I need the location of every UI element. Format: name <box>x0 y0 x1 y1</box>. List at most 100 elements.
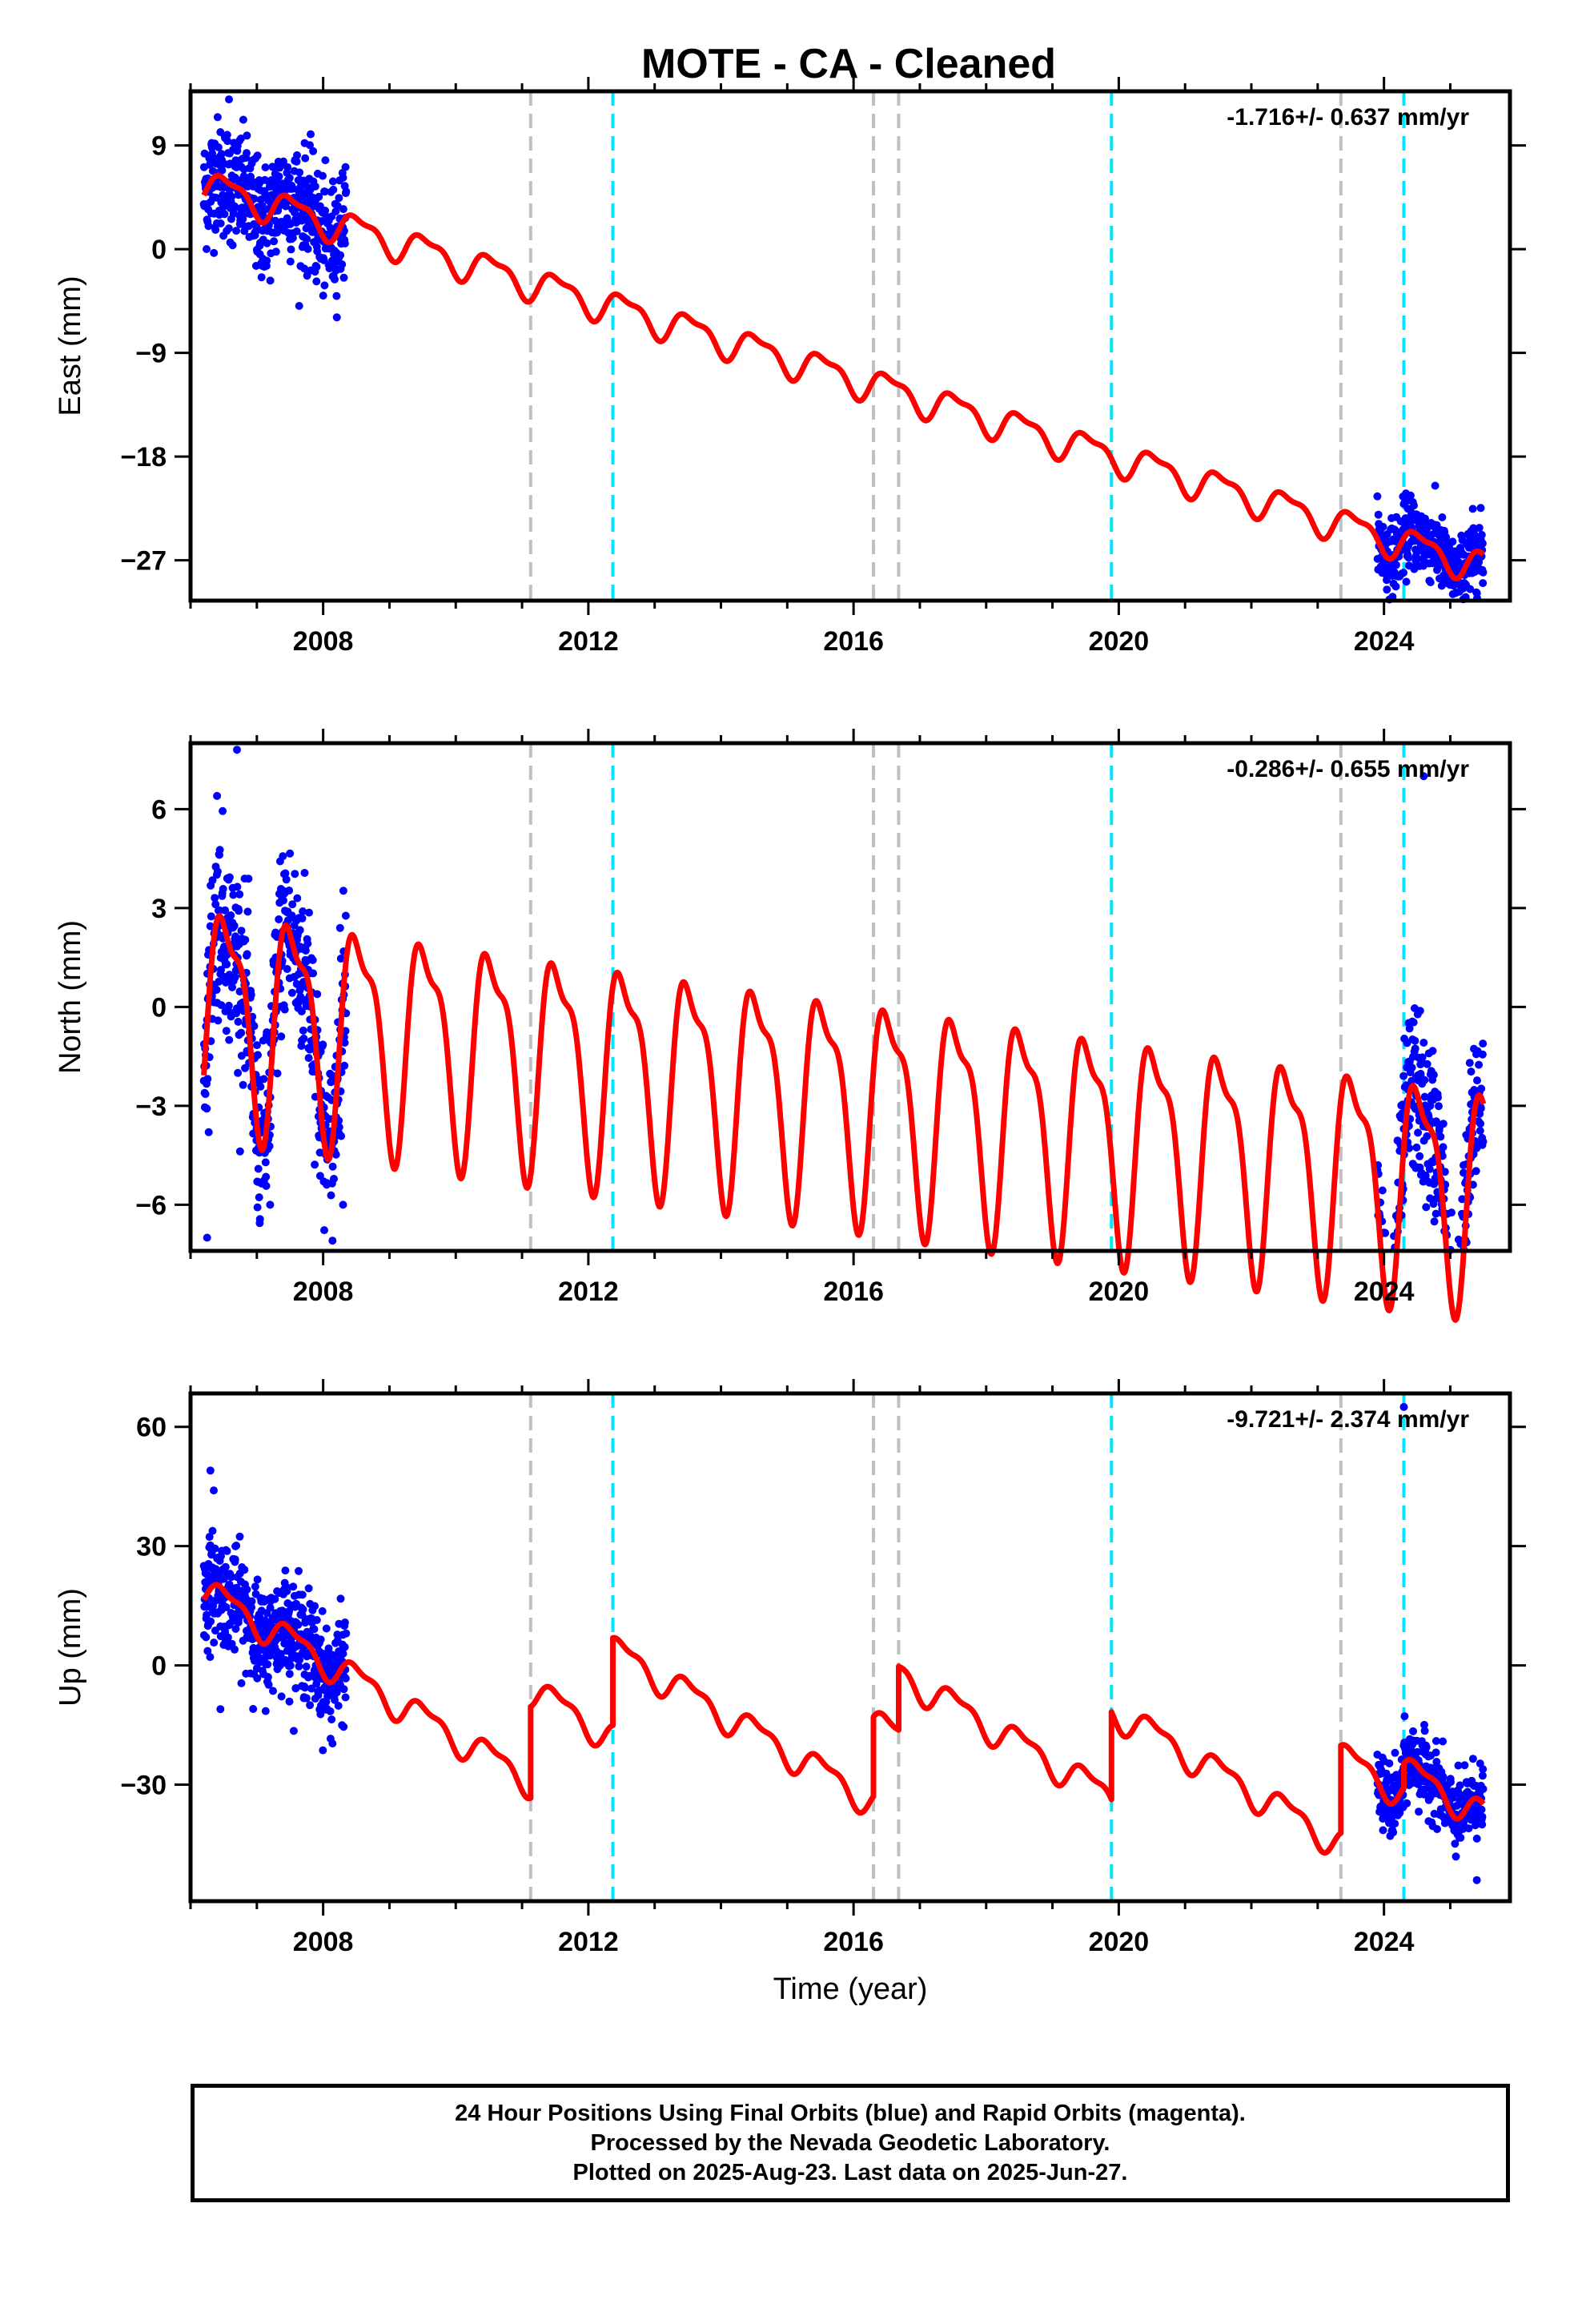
data-point <box>228 983 236 991</box>
data-point <box>205 1533 214 1542</box>
y-tick-label: 60 <box>136 1413 167 1443</box>
data-point <box>281 1566 290 1575</box>
data-point <box>253 151 262 160</box>
data-point <box>295 926 304 935</box>
data-point <box>1429 1071 1438 1080</box>
data-point <box>1460 1761 1469 1770</box>
data-point <box>1407 1063 1416 1072</box>
data-point <box>340 1618 349 1626</box>
data-point <box>1415 1807 1423 1816</box>
data-point <box>301 947 310 955</box>
data-point <box>315 192 323 201</box>
data-point <box>1458 1195 1467 1204</box>
data-point <box>295 302 303 310</box>
data-point <box>1385 1759 1394 1767</box>
data-point <box>1434 1093 1442 1102</box>
data-point <box>1468 505 1477 513</box>
y-tick-label: 6 <box>151 794 167 825</box>
data-point <box>224 224 233 233</box>
east-panel: 2008 2012 2016 2020 2024 9 0 −9 −18 −27 East (mm) -… <box>54 77 1526 657</box>
data-point <box>263 256 271 265</box>
data-point <box>1405 1024 1414 1033</box>
data-point <box>328 1236 337 1245</box>
data-point <box>1465 1059 1474 1068</box>
data-point <box>1472 1876 1481 1884</box>
data-point <box>312 263 321 271</box>
data-point <box>235 1532 244 1541</box>
data-point <box>233 883 242 891</box>
data-point <box>321 207 330 215</box>
data-point <box>232 227 241 235</box>
data-point <box>231 1555 239 1564</box>
data-point <box>231 1645 239 1654</box>
up-panel: 2008 2012 2016 2020 2024 60 30 0 −30 Up (mm) Time … <box>54 1379 1526 2006</box>
y-axis-label: Up (mm) <box>54 1588 87 1707</box>
data-point <box>338 260 347 269</box>
data-point <box>232 1542 241 1550</box>
data-point <box>227 192 236 201</box>
data-point <box>1466 585 1475 593</box>
data-point <box>298 1590 307 1599</box>
data-point <box>341 1027 350 1035</box>
data-point <box>1476 1127 1484 1135</box>
data-point <box>211 1544 219 1553</box>
data-point <box>287 988 296 997</box>
data-point <box>216 1705 225 1714</box>
data-point <box>1472 1167 1480 1176</box>
data-point <box>208 149 217 158</box>
data-point <box>252 223 261 231</box>
data-point <box>319 171 327 180</box>
data-point <box>285 1697 294 1706</box>
data-point <box>326 1707 335 1715</box>
data-point <box>266 1200 275 1209</box>
data-point <box>210 1486 218 1495</box>
data-point <box>1477 530 1486 539</box>
data-point <box>202 1633 211 1642</box>
data-point <box>223 1546 231 1555</box>
data-point <box>235 987 244 996</box>
data-point <box>1420 1076 1429 1084</box>
data-point <box>1391 582 1400 591</box>
data-points <box>199 95 1488 604</box>
data-point <box>285 174 294 183</box>
data-point <box>244 875 253 883</box>
x-tick-label: 2008 <box>293 626 354 657</box>
data-point <box>329 185 338 194</box>
data-point <box>322 1624 331 1633</box>
data-point <box>301 154 310 163</box>
data-point <box>335 194 343 203</box>
data-point <box>234 191 243 199</box>
data-point <box>1403 1799 1411 1807</box>
data-point <box>215 846 224 854</box>
data-point <box>319 292 327 300</box>
x-tick-label: 2024 <box>1354 1277 1415 1307</box>
data-point <box>320 1226 328 1235</box>
data-point <box>339 887 347 895</box>
data-point <box>227 1573 235 1582</box>
data-point <box>217 966 225 974</box>
data-point <box>1379 1826 1387 1835</box>
data-point <box>289 1727 298 1735</box>
data-point <box>254 1164 263 1173</box>
data-point <box>233 746 241 754</box>
data-point <box>1399 1072 1408 1080</box>
data-point <box>212 986 221 994</box>
velocity-rate-label: -1.716+/- 0.637 mm/yr <box>1227 104 1469 131</box>
data-point <box>286 1661 295 1670</box>
data-point <box>1448 537 1457 546</box>
data-point <box>1468 1755 1477 1763</box>
data-point <box>297 1007 306 1015</box>
data-point <box>285 887 294 895</box>
data-point <box>306 141 314 150</box>
data-point <box>1438 513 1447 521</box>
data-point <box>204 222 213 231</box>
data-point <box>313 990 322 999</box>
data-point <box>1373 492 1382 501</box>
data-point <box>210 248 219 257</box>
y-axis-label: East (mm) <box>54 275 87 416</box>
data-point <box>262 1172 271 1181</box>
y-tick-label: −9 <box>135 339 167 369</box>
data-point <box>337 1132 346 1140</box>
data-point <box>263 1673 272 1682</box>
data-point <box>211 894 219 903</box>
